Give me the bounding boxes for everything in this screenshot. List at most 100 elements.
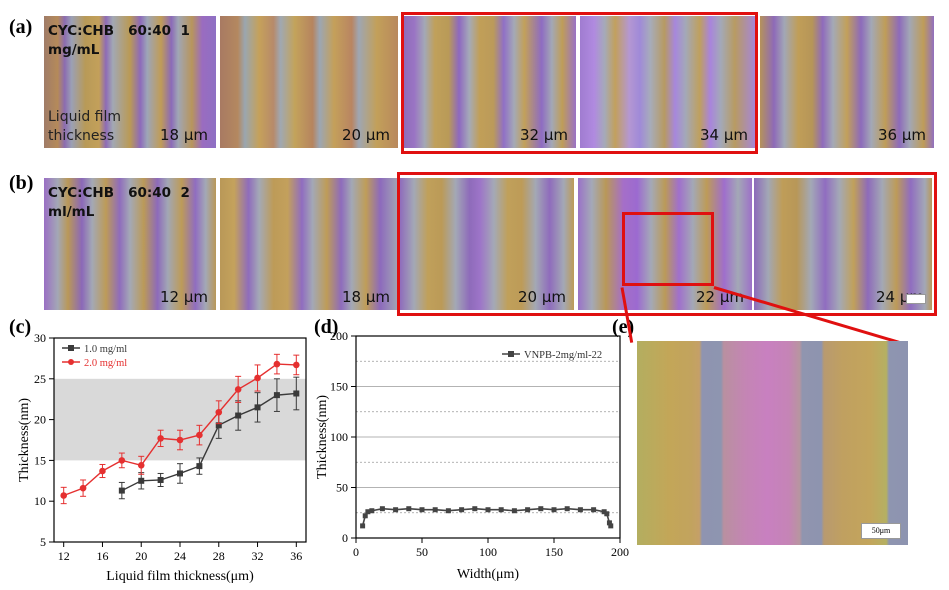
condition-label-b: CYC:CHB 60:40 2 ml/mL [48,185,190,220]
data-point [118,487,125,494]
micrograph-b-24: 24 μm [754,178,932,310]
tile-label: 20 μm [341,126,390,144]
x-tick-label: 12 [58,549,70,563]
data-point [196,463,203,470]
data-point [235,412,242,419]
data-point [60,492,67,499]
data-point [138,477,145,484]
data-point [273,392,280,399]
data-point [393,507,399,513]
legend-label: 1.0 mg/ml [84,344,127,355]
micrograph-b-12: 12 μm [44,178,216,310]
micrograph-a-18: 18 μm [44,16,216,148]
tile-label: 12 μm [159,288,208,306]
tile-label: 18 μm [341,288,390,306]
y-tick-label: 0 [342,531,348,545]
tile-label: 34 μm [699,126,748,144]
data-point [157,435,164,442]
scale-bar: 50μm [861,523,901,539]
data-point [254,374,261,382]
tile-label: 32 μm [519,126,568,144]
data-point [293,390,300,397]
y-tick-label: 50 [336,481,348,495]
y-tick-label: 10 [34,494,46,508]
data-point [215,408,223,416]
data-point [273,360,281,368]
data-point [234,386,242,393]
data-point [369,508,375,514]
data-point [362,513,368,519]
legend-marker [68,345,74,351]
data-point [157,476,164,483]
data-point [591,507,597,513]
data-point [601,509,607,515]
data-point [99,467,106,475]
legend-marker [68,359,74,365]
legend-label: VNPB-2mg/ml-22 [524,350,602,361]
data-point [525,507,531,513]
chart-d: 0 50 100 150 200 0 50 100 150 200 Width(μm) Thickne… [315,329,629,582]
condition-label-a: CYC:CHB 60:40 1 mg/mL [48,23,190,58]
micrograph-a-20: 20 μm [220,16,398,148]
x-axis-label: Width(μm) [457,567,519,582]
micrograph-a-34: 34 μm [580,16,756,148]
panel-label-c: (c) [9,316,32,338]
data-point [365,509,371,515]
panel-label-d: (d) [314,316,339,338]
y-tick-label: 25 [34,372,46,386]
x-tick-label: 0 [353,545,359,559]
data-point [608,523,614,529]
data-point [577,507,583,513]
data-point [564,506,570,512]
x-tick-label: 50 [416,545,428,559]
scale-bar-small [906,294,926,304]
data-point [606,520,612,526]
data-point [177,470,183,477]
x-tick-label: 32 [252,549,264,563]
data-point [498,507,504,513]
y-tick-label: 200 [330,329,348,343]
data-point [419,507,425,513]
data-point [538,506,544,512]
data-point [406,506,412,512]
micrograph-b-20: 20 μm [400,178,574,310]
y-tick-label: 30 [34,331,46,345]
x-tick-label: 24 [174,549,186,563]
panel-label-a: (a) [9,16,33,38]
data-point [293,361,300,369]
micrograph-zoom-e: 50μm [637,341,908,545]
liquid-film-label: Liquid film thickness [48,109,122,144]
series-line [121,392,297,492]
data-point [604,511,610,517]
data-point [360,523,366,529]
data-point [137,461,145,469]
legend-marker [508,351,514,357]
x-tick-label: 200 [611,545,629,559]
x-tick-label: 150 [545,545,563,559]
y-axis-label: Thickness(nm) [315,395,330,479]
x-tick-label: 20 [135,549,147,563]
micrograph-a-32: 32 μm [404,16,576,148]
data-point [511,508,517,514]
y-tick-label: 100 [330,430,348,444]
chart-c: 12 16 20 24 28 32 36 5 10 15 20 25 30 Liquid film thi… [17,331,307,584]
y-tick-label: 5 [40,535,46,549]
y-axis-label: Thickness(nm) [17,398,32,482]
legend-label: 2.0 mg/ml [84,358,127,369]
x-tick-label: 16 [96,549,108,563]
data-point [485,507,491,513]
data-point [254,404,261,411]
data-point [379,506,385,512]
data-point [445,508,451,514]
data-point [196,431,203,439]
data-point [176,436,184,444]
tile-label: 36 μm [877,126,926,144]
tile-label: 20 μm [517,288,566,306]
data-point [459,507,465,513]
tile-label: 18 μm [159,126,208,144]
y-tick-label: 15 [34,453,46,467]
data-point [215,422,222,429]
x-tick-label: 28 [213,549,225,563]
micrograph-b-18: 18 μm [220,178,398,310]
data-point [432,507,438,513]
